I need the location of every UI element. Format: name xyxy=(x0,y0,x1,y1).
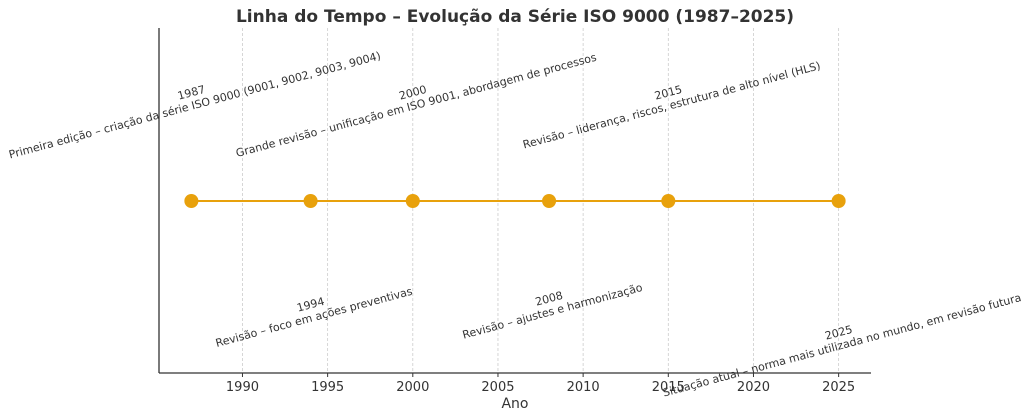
x-tick-label: 1995 xyxy=(311,380,344,395)
x-tick-label: 1990 xyxy=(226,380,259,395)
event-marker xyxy=(831,194,846,208)
event-marker xyxy=(542,194,557,208)
x-tick-label: 2015 xyxy=(652,380,685,395)
event-description: Primeira edição – criação da série ISO 9… xyxy=(7,49,382,161)
chart-title: Linha do Tempo – Evolução da Série ISO 9… xyxy=(236,7,794,27)
x-tick-label: 2025 xyxy=(822,380,855,395)
event-description: Revisão – liderança, riscos, estrutura d… xyxy=(521,59,822,151)
x-axis-label: Ano xyxy=(501,396,528,412)
event-marker xyxy=(303,194,318,208)
event-marker xyxy=(661,194,676,208)
event-marker xyxy=(405,194,420,208)
x-tick-label: 2010 xyxy=(567,380,600,395)
x-tick-label: 2020 xyxy=(737,380,770,395)
event-description: Revisão – foco em ações preventivas xyxy=(214,285,414,350)
x-tick-label: 2000 xyxy=(396,380,429,395)
event-description: Revisão – ajustes e harmonização xyxy=(461,281,644,342)
event-marker xyxy=(184,194,199,208)
x-tick-label: 2005 xyxy=(481,380,514,395)
